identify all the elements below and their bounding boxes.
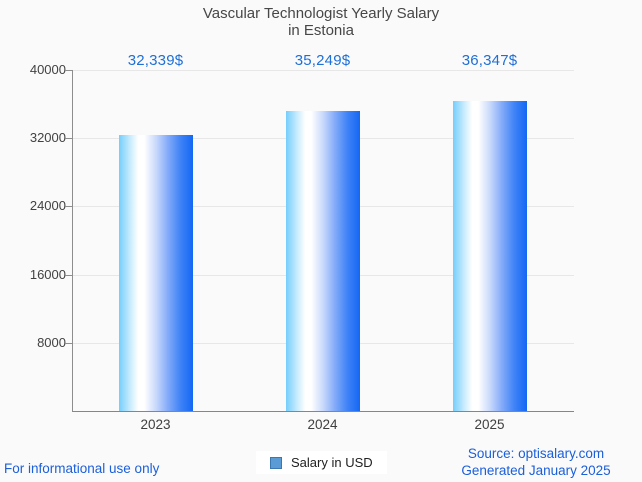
value-label-2024: 35,249$ [294,52,351,69]
y-axis-label-8000: 8000 [37,335,66,350]
x-axis-labels-row: 2023 2024 2025 [72,417,573,433]
value-label-2025: 36,347$ [461,52,518,69]
x-axis-label-2024: 2024 [307,417,338,432]
x-axis-label-2025: 2025 [474,417,505,432]
legend-marker-icon [270,456,282,469]
chart-title: Vascular Technologist Yearly Salary in E… [0,5,642,39]
footer-source-line: Source: optisalary.com [467,446,605,461]
chart-title-line2: in Estonia [288,22,354,39]
y-axis-label-32000: 32000 [29,130,66,145]
y-axis-label-40000: 40000 [29,62,66,77]
y-tick-40000 [65,70,73,71]
y-tick-32000 [65,138,73,140]
y-tick-8000 [65,342,73,344]
value-label-2023: 32,339$ [127,52,184,69]
value-labels-row: 32,339$ 35,249$ 36,347$ [72,51,573,71]
y-axis-label-16000: 16000 [29,267,66,282]
bars-row [72,70,573,411]
bar-2025 [452,101,527,411]
y-axis-label-24000: 24000 [29,198,66,213]
chart-title-line1: Vascular Technologist Yearly Salary [202,5,440,22]
y-tick-24000 [65,206,73,208]
bar-2023 [118,135,193,411]
y-tick-16000 [65,274,73,276]
bar-2024 [285,110,360,411]
x-axis-label-2023: 2023 [140,417,171,432]
footer-source: Source: optisalary.com Generated January… [446,446,626,479]
legend-label: Salary in USD [291,455,373,470]
footer-generated-line: Generated January 2025 [461,462,611,478]
legend: Salary in USD [256,451,387,474]
footer-disclaimer: For informational use only [4,461,160,476]
gridline-40000 [73,70,574,71]
